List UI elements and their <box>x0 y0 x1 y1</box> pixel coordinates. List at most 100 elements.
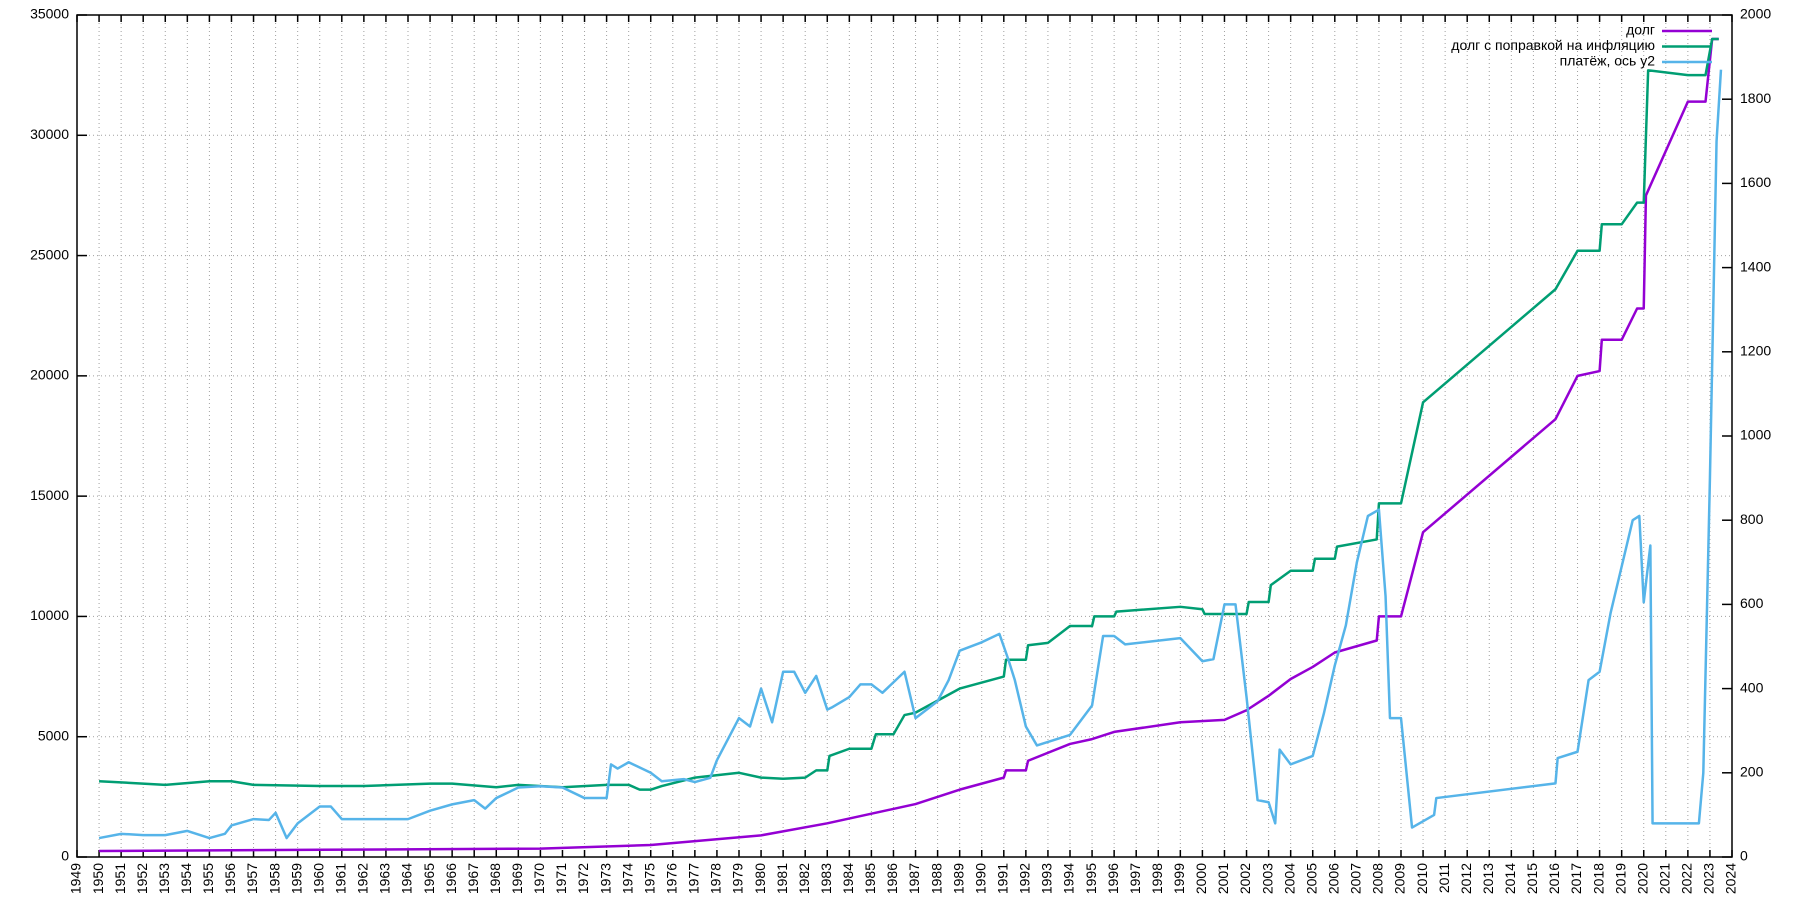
x-tick-label: 1956 <box>222 863 238 894</box>
x-tick-label: 1966 <box>443 863 459 894</box>
y-tick-label: 10000 <box>30 607 69 623</box>
y2-tick-label: 800 <box>1740 511 1764 527</box>
x-tick-label: 1961 <box>333 863 349 894</box>
x-tick-label: 1985 <box>862 863 878 894</box>
x-tick-label: 2024 <box>1723 863 1739 894</box>
x-tick-label: 1973 <box>597 863 613 894</box>
x-tick-label: 1997 <box>1127 863 1143 894</box>
x-tick-label: 2016 <box>1546 863 1562 894</box>
x-tick-label: 1988 <box>928 863 944 894</box>
x-tick-label: 1982 <box>796 863 812 894</box>
y-tick-label: 25000 <box>30 246 69 262</box>
x-tick-label: 2009 <box>1392 863 1408 894</box>
x-tick-label: 1986 <box>884 863 900 894</box>
series-line <box>99 37 1719 853</box>
y2-tick-label: 1800 <box>1740 90 1771 106</box>
x-tick-label: 2002 <box>1237 863 1253 894</box>
y2-tick-label: 600 <box>1740 595 1764 611</box>
y2-tick-label: 1600 <box>1740 174 1771 190</box>
x-tick-label: 1951 <box>112 863 128 894</box>
x-tick-label: 1992 <box>1017 863 1033 894</box>
x-tick-label: 1976 <box>664 863 680 894</box>
x-tick-label: 1987 <box>906 863 922 894</box>
x-tick-label: 2012 <box>1458 863 1474 894</box>
x-tick-label: 1952 <box>134 863 150 894</box>
x-tick-label: 2000 <box>1193 863 1209 894</box>
y2-tick-label: 1000 <box>1740 427 1771 443</box>
series-line <box>98 69 1723 840</box>
x-tick-label: 1964 <box>399 863 415 894</box>
x-tick-label: 2015 <box>1524 863 1540 894</box>
y2-tick-label: 0 <box>1740 848 1748 864</box>
x-tick-label: 1971 <box>553 863 569 894</box>
x-tick-label: 2020 <box>1634 863 1650 894</box>
x-tick-label: 1953 <box>156 863 172 894</box>
x-tick-label: 1998 <box>1149 863 1165 894</box>
x-tick-label: 1984 <box>840 863 856 894</box>
x-tick-label: 2005 <box>1303 863 1319 894</box>
x-tick-label: 1979 <box>730 863 746 894</box>
x-tick-label: 1996 <box>1105 863 1121 894</box>
x-tick-label: 2017 <box>1568 863 1584 894</box>
x-tick-label: 1977 <box>686 863 702 894</box>
x-tick-label: 1978 <box>708 863 724 894</box>
x-tick-label: 1994 <box>1061 863 1077 894</box>
x-tick-label: 2022 <box>1679 863 1695 894</box>
y2-tick-label: 2000 <box>1740 6 1771 22</box>
x-tick-label: 1954 <box>178 863 194 894</box>
x-tick-label: 1980 <box>752 863 768 894</box>
legend-label: платёж, ось y2 <box>1560 53 1656 69</box>
x-tick-label: 1949 <box>68 863 84 894</box>
x-tick-label: 2018 <box>1590 863 1606 894</box>
x-tick-label: 1955 <box>200 863 216 894</box>
x-tick-label: 1975 <box>641 863 657 894</box>
x-tick-label: 1993 <box>1039 863 1055 894</box>
x-tick-label: 2010 <box>1414 863 1430 894</box>
legend-label: долг с поправкой на инфляцию <box>1451 37 1655 53</box>
x-tick-label: 1965 <box>421 863 437 894</box>
y2-tick-label: 400 <box>1740 679 1764 695</box>
y-tick-label: 35000 <box>30 6 69 22</box>
x-tick-label: 1957 <box>244 863 260 894</box>
x-tick-label: 1962 <box>355 863 371 894</box>
legend-label: долг <box>1626 22 1655 38</box>
y2-tick-label: 1200 <box>1740 343 1771 359</box>
y-tick-label: 0 <box>61 848 69 864</box>
x-tick-label: 1960 <box>310 863 326 894</box>
x-tick-label: 1972 <box>575 863 591 894</box>
y-tick-label: 15000 <box>30 487 69 503</box>
x-tick-label: 1989 <box>950 863 966 894</box>
x-tick-label: 1967 <box>465 863 481 894</box>
x-tick-label: 1991 <box>995 863 1011 894</box>
series-line <box>99 37 1719 791</box>
x-tick-label: 1959 <box>288 863 304 894</box>
x-tick-label: 1950 <box>90 863 106 894</box>
x-tick-label: 1983 <box>818 863 834 894</box>
x-tick-label: 1968 <box>487 863 503 894</box>
x-tick-label: 1969 <box>509 863 525 894</box>
x-tick-label: 1999 <box>1171 863 1187 894</box>
y2-tick-label: 1400 <box>1740 258 1771 274</box>
x-tick-label: 2004 <box>1281 863 1297 894</box>
y-tick-label: 5000 <box>38 727 69 743</box>
y-tick-label: 20000 <box>30 367 69 383</box>
y2-tick-label: 200 <box>1740 764 1764 780</box>
x-tick-label: 1990 <box>972 863 988 894</box>
x-tick-label: 2011 <box>1436 863 1452 893</box>
x-tick-label: 1970 <box>531 863 547 894</box>
x-tick-label: 1974 <box>619 863 635 894</box>
x-tick-label: 2007 <box>1348 863 1364 894</box>
x-tick-label: 2001 <box>1215 863 1231 894</box>
x-tick-label: 2008 <box>1370 863 1386 894</box>
plot-frame <box>76 14 1733 858</box>
x-tick-label: 2006 <box>1326 863 1342 894</box>
x-tick-label: 1963 <box>377 863 393 894</box>
x-tick-label: 2003 <box>1259 863 1275 894</box>
x-tick-label: 2021 <box>1657 863 1673 894</box>
x-tick-label: 2023 <box>1701 863 1717 894</box>
x-tick-label: 1995 <box>1083 863 1099 894</box>
x-tick-label: 2019 <box>1612 863 1628 894</box>
y-tick-label: 30000 <box>30 126 69 142</box>
